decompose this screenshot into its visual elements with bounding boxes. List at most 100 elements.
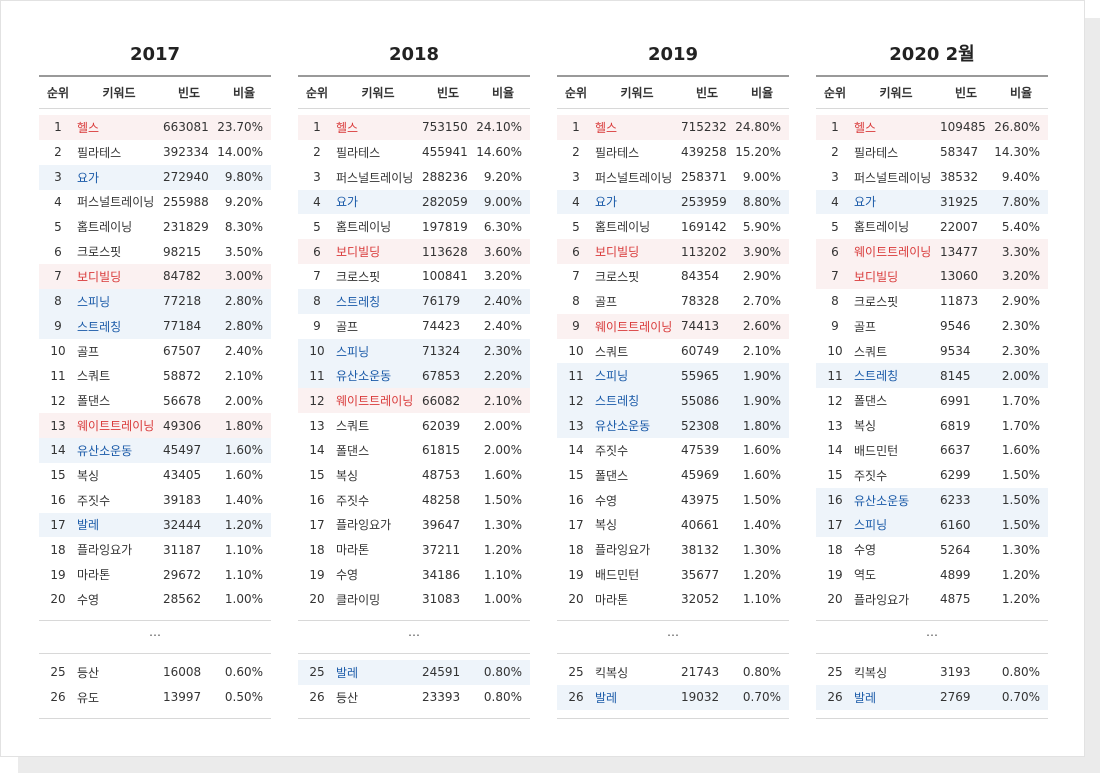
frequency-cell: 38132 (681, 542, 720, 557)
frequency-cell: 11873 (940, 294, 979, 309)
keyword-cell: 퍼스널트레이닝 (595, 170, 673, 185)
table-row: 5 홈트레이닝 197819 6.30% (298, 214, 530, 239)
ratio-cell: 1.30% (1001, 542, 1040, 557)
table-tail: 25 발레 24591 0.80% 26 등산 23393 0.80% (298, 654, 530, 719)
header-ratio: 비율 (1009, 86, 1033, 100)
rank-cell: 20 (827, 592, 843, 607)
rank-cell: 26 (309, 690, 325, 705)
rank-cell: 12 (50, 393, 66, 408)
ratio-cell: 24.80% (735, 120, 781, 135)
keyword-cell: 웨이트트레이닝 (336, 394, 414, 409)
ratio-cell: 24.10% (476, 120, 522, 135)
ratio-cell: 1.50% (483, 493, 522, 508)
ratio-cell: 1.50% (1001, 517, 1040, 532)
ratio-cell: 2.00% (224, 393, 263, 408)
keyword-cell: 수영 (336, 568, 359, 583)
keyword-cell: 보디빌딩 (595, 245, 640, 260)
rank-cell: 25 (568, 665, 584, 680)
table-row: 26 발레 19032 0.70% (557, 684, 789, 710)
frequency-cell: 22007 (940, 219, 979, 234)
frequency-cell: 272940 (163, 170, 209, 185)
keyword-cell: 스피닝 (336, 344, 370, 359)
ratio-cell: 1.10% (224, 542, 263, 557)
keyword-cell: 마라톤 (595, 592, 629, 607)
ranking-card: 2017 순위 키워드 빈도 비율 1 헬스 663081 23.70% 2 필라테스 392334 1… (0, 0, 1085, 757)
frequency-cell: 113628 (422, 244, 468, 259)
table-tail: 25 킥복싱 3193 0.80% 26 발레 2769 0.70% (816, 654, 1048, 719)
table-row: 18 플라잉요가 38132 1.30% (557, 537, 789, 562)
table-row: 6 크로스핏 98215 3.50% (39, 239, 271, 264)
ratio-cell: 2.00% (1001, 368, 1040, 383)
header-keyword: 키워드 (102, 86, 136, 100)
keyword-cell: 주짓수 (854, 468, 888, 483)
table-row: 3 퍼스널트레이닝 288236 9.20% (298, 165, 530, 190)
rank-cell: 7 (572, 269, 580, 284)
frequency-cell: 35677 (681, 567, 720, 582)
keyword-cell: 골프 (854, 319, 877, 334)
table-row: 17 발레 32444 1.20% (39, 512, 271, 538)
ratio-cell: 2.10% (224, 368, 263, 383)
keyword-cell: 필라테스 (854, 145, 899, 160)
rank-cell: 3 (831, 170, 839, 185)
header-rank: 순위 (305, 86, 329, 100)
ratio-cell: 1.60% (742, 468, 781, 483)
rank-cell: 5 (572, 219, 580, 234)
keyword-cell: 웨이트트레이닝 (77, 419, 155, 434)
table-row: 16 주짓수 39183 1.40% (39, 488, 271, 513)
table-row: 5 홈트레이닝 22007 5.40% (816, 214, 1048, 239)
table-row: 17 스피닝 6160 1.50% (816, 512, 1048, 538)
header-keyword: 키워드 (361, 86, 395, 100)
table-row: 18 플라잉요가 31187 1.10% (39, 537, 271, 562)
rank-cell: 11 (568, 368, 584, 383)
keyword-cell: 홈트레이닝 (595, 220, 651, 235)
frequency-cell: 67507 (163, 344, 202, 359)
keyword-cell: 수영 (854, 543, 877, 558)
table-row: 20 수영 28562 1.00% (39, 587, 271, 612)
table-header: 순위 키워드 빈도 비율 (39, 75, 271, 109)
rank-cell: 15 (827, 468, 843, 483)
keyword-cell: 발레 (336, 665, 359, 680)
ratio-cell: 1.00% (483, 592, 522, 607)
frequency-cell: 43975 (681, 493, 720, 508)
keyword-cell: 유산소운동 (595, 419, 651, 434)
table-row: 14 유산소운동 45497 1.60% (39, 437, 271, 463)
rank-cell: 18 (50, 542, 66, 557)
keyword-cell: 스트레칭 (336, 294, 381, 309)
keyword-cell: 폴댄스 (854, 394, 888, 409)
keyword-cell: 스피닝 (595, 369, 629, 384)
keyword-cell: 플라잉요가 (854, 592, 910, 607)
ratio-cell: 0.80% (742, 665, 781, 680)
ratio-cell: 1.50% (1001, 468, 1040, 483)
keyword-cell: 복싱 (854, 419, 877, 434)
rank-cell: 26 (568, 690, 584, 705)
ratio-cell: 0.70% (742, 690, 781, 705)
table-row: 17 복싱 40661 1.40% (557, 513, 789, 538)
frequency-cell: 8145 (940, 368, 971, 383)
ratio-cell: 2.80% (224, 319, 263, 334)
table-tail: 25 킥복싱 21743 0.80% 26 발레 19032 0.70% (557, 654, 789, 719)
frequency-cell: 255988 (163, 194, 209, 209)
table-row: 19 배드민턴 35677 1.20% (557, 562, 789, 587)
ratio-cell: 0.60% (224, 665, 263, 680)
ratio-cell: 1.20% (1001, 592, 1040, 607)
table-row: 25 킥복싱 21743 0.80% (557, 660, 789, 685)
table-row: 25 발레 24591 0.80% (298, 659, 530, 685)
keyword-cell: 스쿼트 (77, 369, 111, 384)
rank-cell: 10 (827, 344, 843, 359)
table-row: 15 복싱 48753 1.60% (298, 463, 530, 488)
frequency-cell: 16008 (163, 665, 202, 680)
header-frequency: 빈도 (954, 86, 978, 100)
rank-cell: 2 (313, 145, 321, 160)
table-row: 14 배드민턴 6637 1.60% (816, 438, 1048, 463)
keyword-cell: 보디빌딩 (336, 245, 381, 260)
keyword-cell: 플라잉요가 (595, 543, 651, 558)
frequency-cell: 2769 (940, 690, 971, 705)
table-row: 13 유산소운동 52308 1.80% (557, 413, 789, 438)
rank-cell: 16 (50, 493, 66, 508)
ratio-cell: 5.90% (742, 219, 781, 234)
header-keyword: 키워드 (620, 86, 654, 100)
rank-cell: 16 (309, 493, 325, 508)
ratio-cell: 1.90% (742, 393, 781, 408)
table-row: 2 필라테스 392334 14.00% (39, 140, 271, 165)
ratio-cell: 14.30% (994, 145, 1040, 160)
